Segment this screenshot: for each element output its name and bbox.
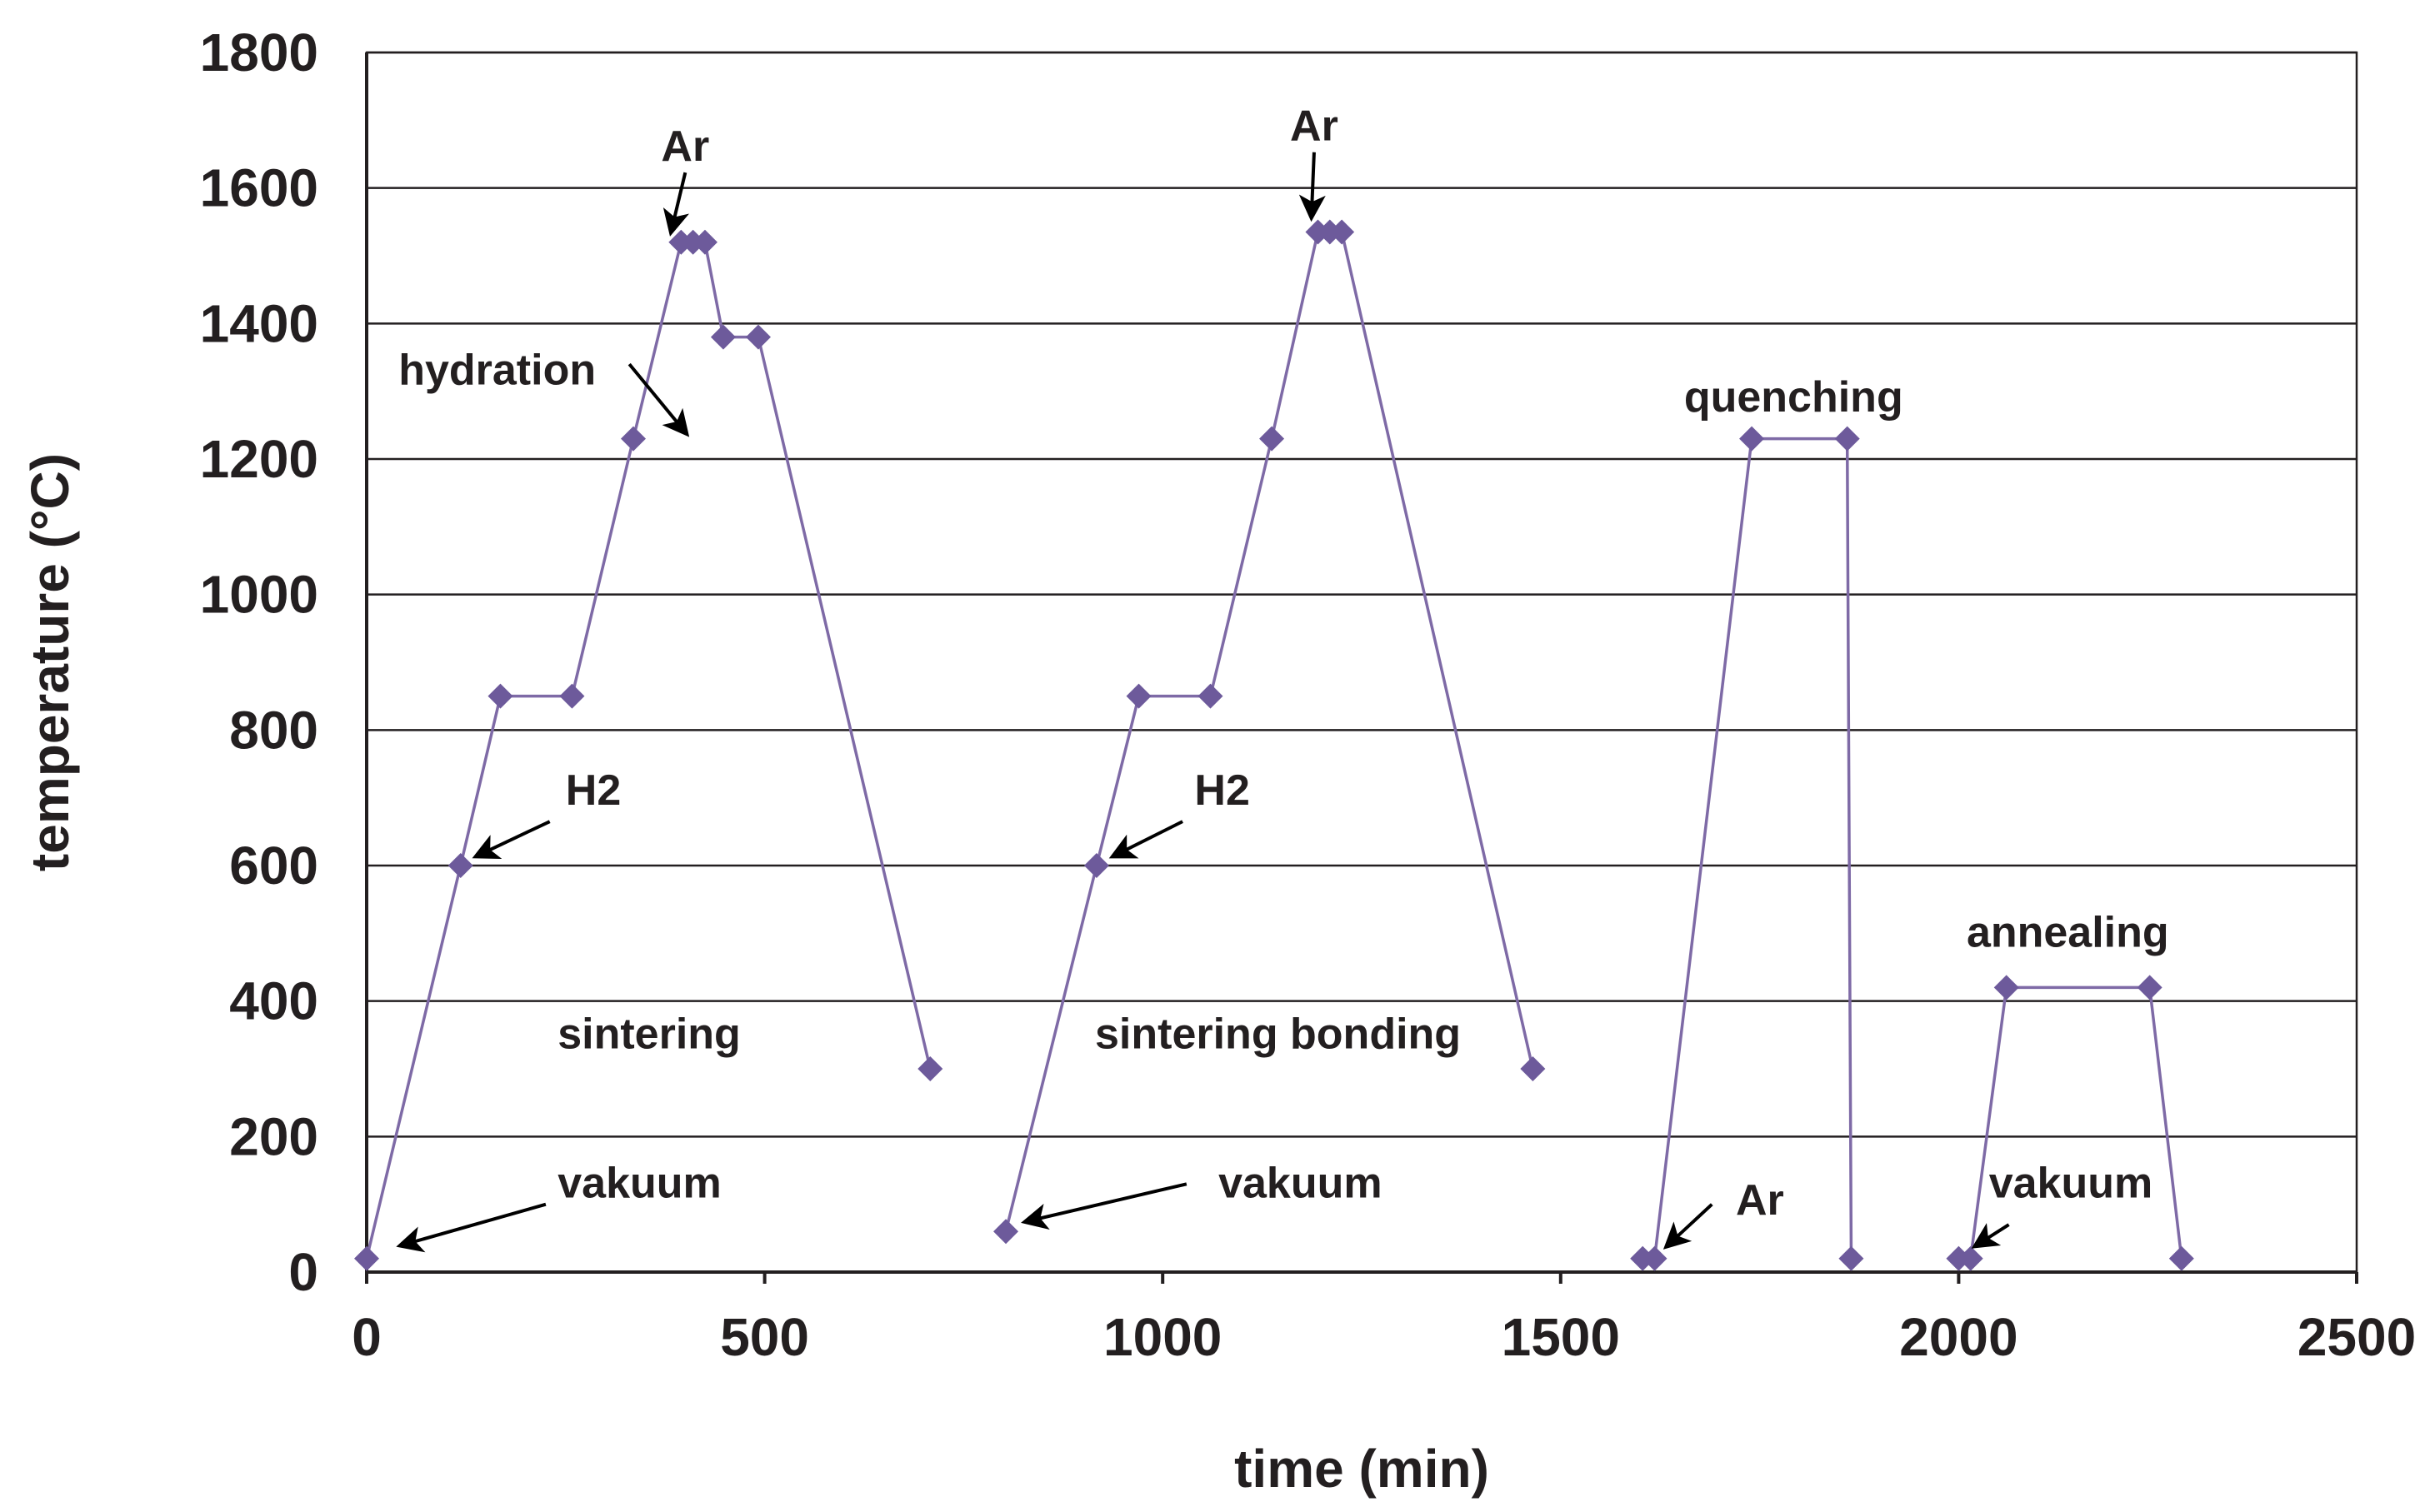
series-annealing <box>1946 975 2194 1271</box>
data-point-0-1 <box>448 853 473 878</box>
annotation-label-1: hydration <box>398 347 596 395</box>
annotation-label-11: annealing <box>1967 909 2169 957</box>
y-tick-label-400: 400 <box>229 971 318 1031</box>
y-tick-label-800: 800 <box>229 700 318 760</box>
data-point-0-10 <box>918 1056 943 1081</box>
annotation-arrow-2 <box>472 820 551 860</box>
annotation-arrow-0 <box>662 172 689 237</box>
annotation-arrow-1 <box>628 362 690 437</box>
annotation-arrow-4 <box>396 1202 547 1253</box>
series-quenching <box>1630 426 1864 1271</box>
series <box>354 219 2194 1271</box>
annotation-label-10: Ar <box>1736 1176 1784 1225</box>
data-point-2-1 <box>1642 1245 1668 1271</box>
data-point-0-9 <box>745 324 771 350</box>
series-line-3 <box>1958 986 2183 1260</box>
data-point-2-2 <box>1739 426 1765 452</box>
y-tick-labels: 0 200 400 600 800 1000 1200 1400 1600 1800 <box>200 22 318 1302</box>
y-tick-label-1400: 1400 <box>200 293 318 353</box>
annotation-label-4: vakuum <box>558 1160 722 1208</box>
data-point-0-2 <box>488 683 513 709</box>
data-point-3-1 <box>1958 1245 1983 1271</box>
data-point-1-2 <box>1126 683 1152 709</box>
y-axis-title: temperature (°C) <box>20 453 80 871</box>
data-point-0-0 <box>354 1245 379 1271</box>
x-tick-label-0: 0 <box>352 1307 382 1367</box>
data-point-0-8 <box>710 324 736 350</box>
annotations: Ar hydration H2 sintering vakuum Ar H2 sinterin… <box>396 102 2169 1253</box>
axes <box>365 52 2358 1284</box>
x-tick-label-2000: 2000 <box>1899 1307 2018 1367</box>
data-point-2-3 <box>1834 426 1860 452</box>
annotation-label-9: quenching <box>1684 373 1903 422</box>
data-point-2-4 <box>1838 1245 1864 1271</box>
y-tick-label-200: 200 <box>229 1106 318 1166</box>
data-point-1-1 <box>1083 853 1109 878</box>
data-point-1-4 <box>1259 426 1285 452</box>
annotation-label-12: vakuum <box>1989 1160 2153 1208</box>
series-line-1 <box>1004 230 1535 1232</box>
annotation-label-7: sintering bonding <box>1095 1010 1461 1059</box>
annotation-label-6: H2 <box>1194 766 1249 815</box>
x-axis-title: time (min) <box>1234 1439 1489 1499</box>
annotation-label-5: Ar <box>1290 102 1338 151</box>
annotation-label-8: vakuum <box>1218 1160 1382 1208</box>
gridlines <box>367 51 2357 1138</box>
data-point-3-2 <box>1993 975 2019 1001</box>
data-point-3-4 <box>2168 1245 2194 1271</box>
y-tick-label-1800: 1800 <box>200 22 318 82</box>
annotation-label-3: sintering <box>558 1010 741 1059</box>
x-tick-labels: 0 500 1000 1500 2000 2500 <box>352 1307 2416 1367</box>
data-point-0-7 <box>692 229 718 255</box>
annotation-label-2: H2 <box>566 766 621 815</box>
y-tick-label-1000: 1000 <box>200 565 318 625</box>
y-tick-label-600: 600 <box>229 836 318 896</box>
y-tick-label-1600: 1600 <box>200 158 318 218</box>
annotation-arrow-5 <box>1298 152 1326 222</box>
data-point-1-8 <box>1520 1056 1546 1081</box>
data-point-1-0 <box>993 1219 1019 1245</box>
annotation-label-0: Ar <box>661 122 709 171</box>
annotation-arrow-8 <box>1021 1182 1188 1230</box>
series-line-0 <box>365 240 932 1260</box>
plot-area-frame <box>365 51 2358 1274</box>
annotation-arrow-6 <box>1108 820 1183 859</box>
y-tick-label-1200: 1200 <box>200 429 318 489</box>
data-point-1-3 <box>1198 683 1223 709</box>
y-tick-label-0: 0 <box>288 1242 318 1302</box>
x-tick-label-2500: 2500 <box>2298 1307 2416 1367</box>
data-point-3-3 <box>2137 975 2162 1001</box>
data-point-1-7 <box>1329 219 1355 245</box>
x-tick-label-500: 500 <box>720 1307 809 1367</box>
x-tick-label-1500: 1500 <box>1502 1307 1620 1367</box>
annotation-arrow-10 <box>1662 1203 1713 1250</box>
x-tick-label-1000: 1000 <box>1103 1307 1222 1367</box>
data-point-0-4 <box>620 426 646 452</box>
annotation-arrow-12 <box>1971 1223 2010 1249</box>
series-sintering-bonding <box>993 219 1546 1245</box>
data-point-0-3 <box>559 683 585 709</box>
